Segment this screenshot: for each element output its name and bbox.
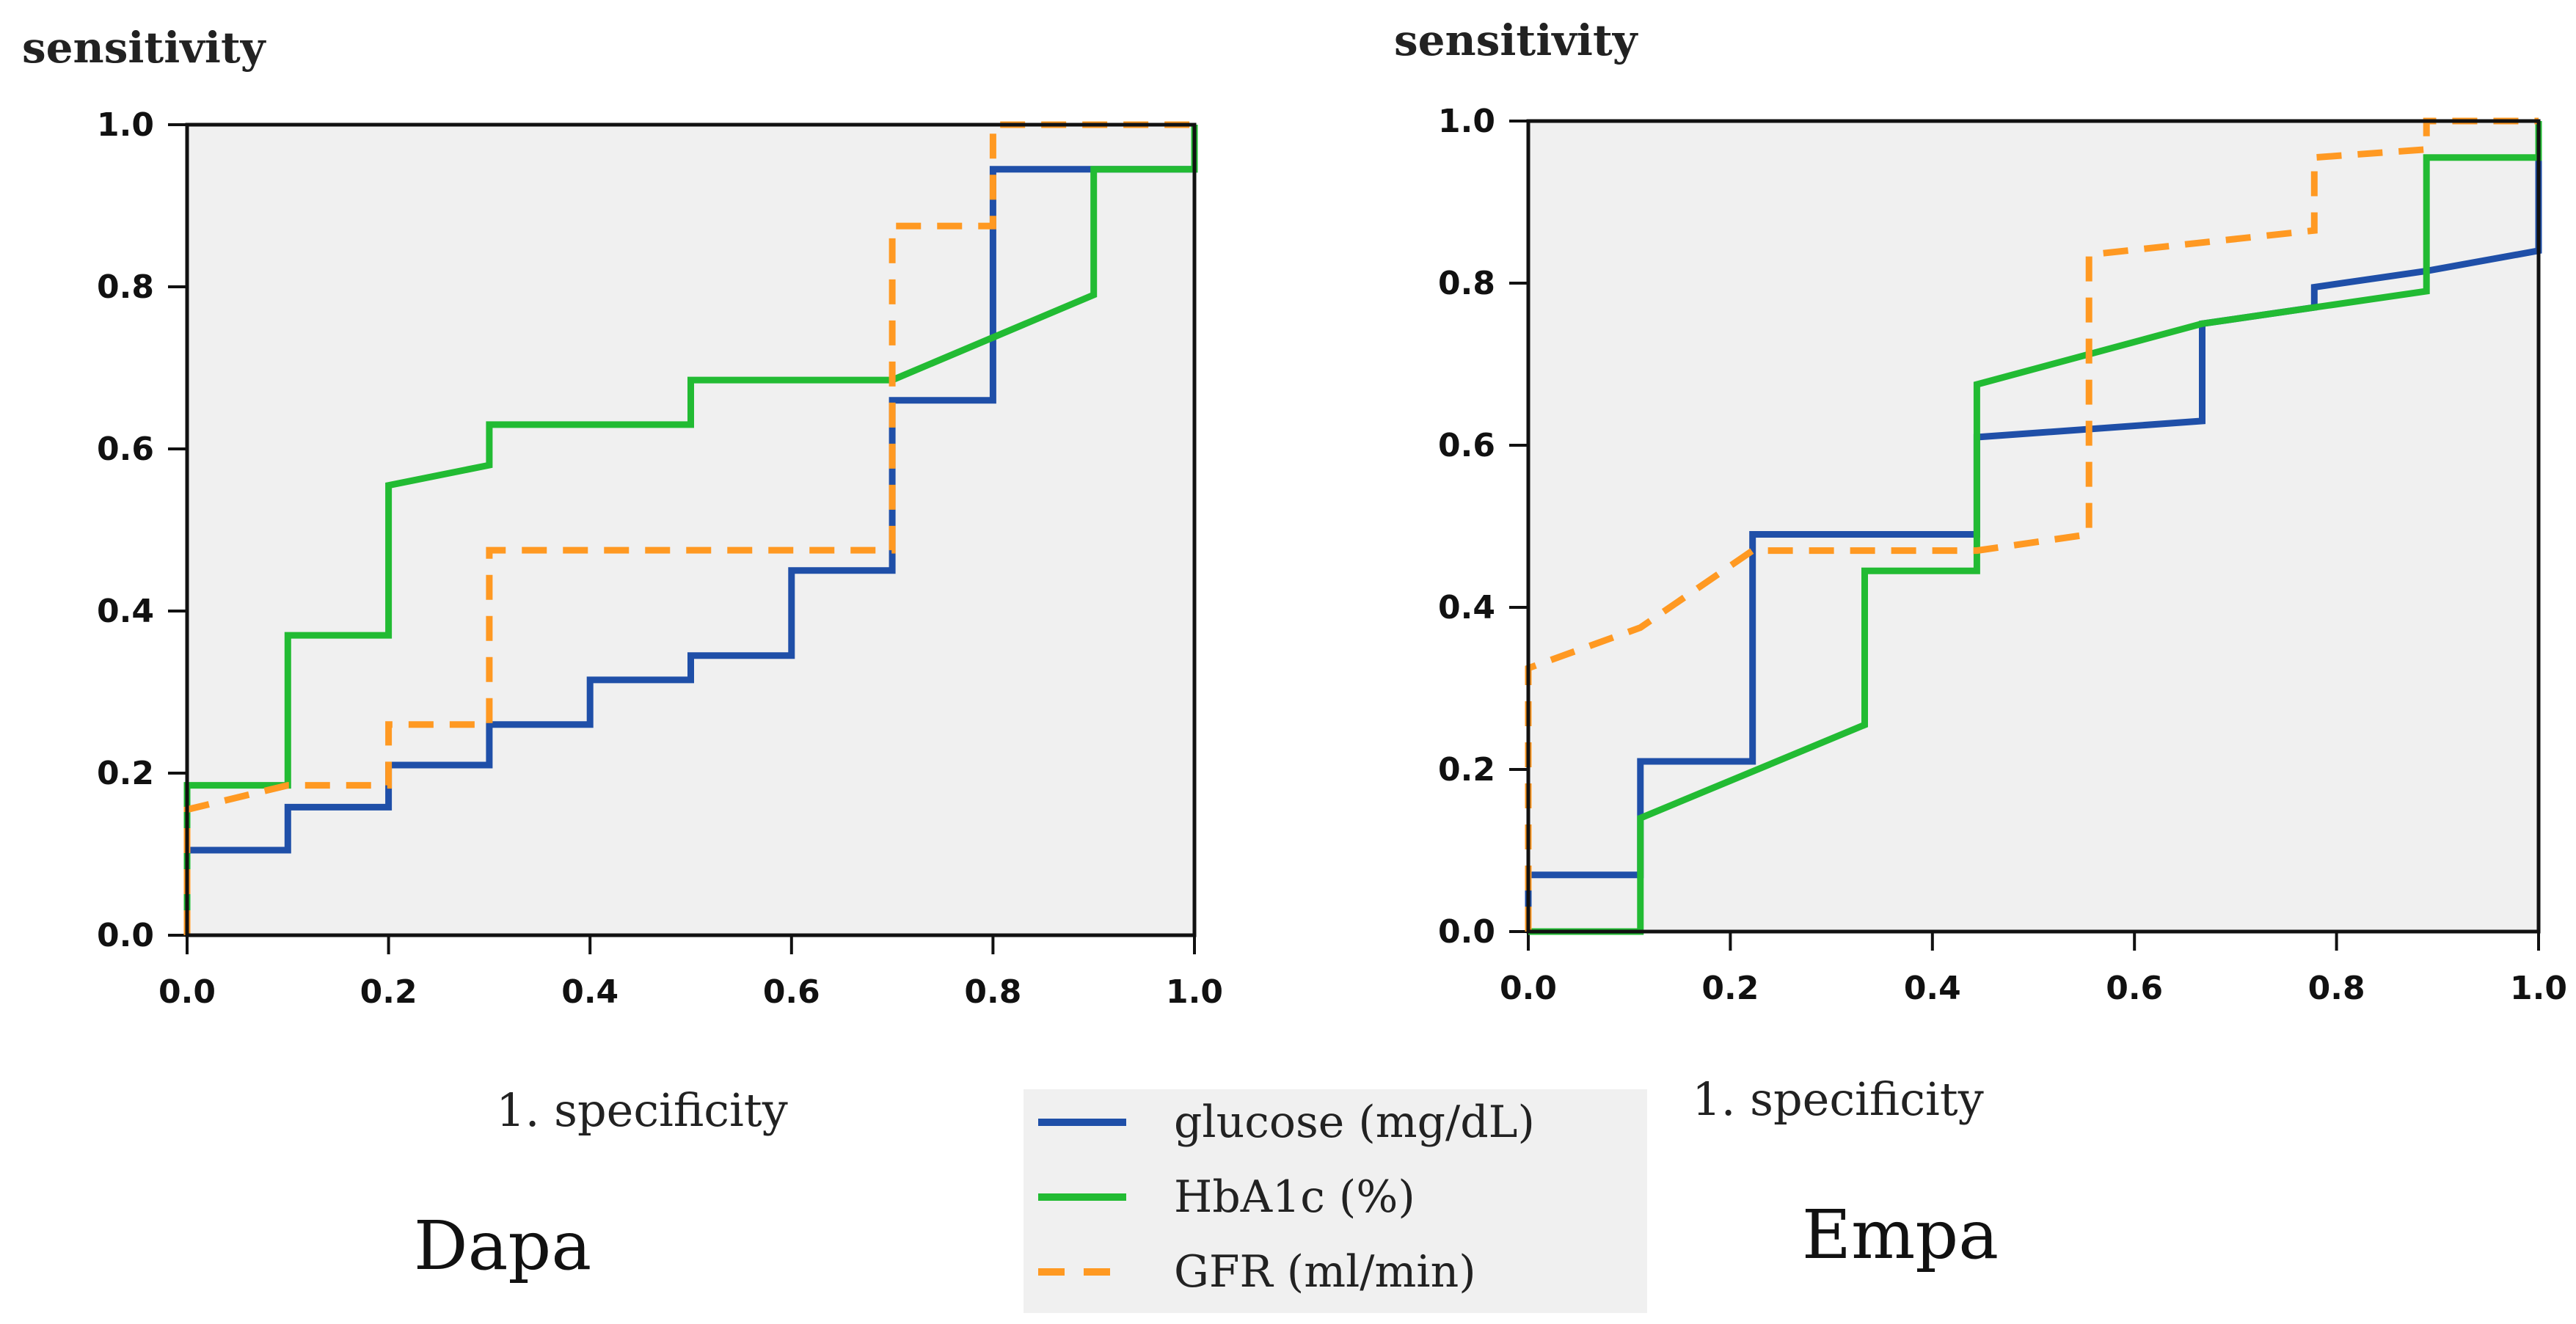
y-tick-label: 1.0 xyxy=(1438,103,1495,140)
series-line-hba1c xyxy=(1528,121,2542,935)
plot-frame xyxy=(185,122,1197,937)
panel-title: Dapa xyxy=(414,1207,591,1285)
legend-box xyxy=(1024,1089,1647,1313)
x-tick-label: 0.8 xyxy=(2308,970,2365,1007)
x-axis-label: 1. specificity xyxy=(1692,1072,1983,1126)
legend: glucose (mg/dL) HbA1c (%) GFR (ml/min) xyxy=(1024,1089,1647,1313)
x-tick-label: 1.0 xyxy=(2510,970,2567,1007)
y-axis-label: sensitivity xyxy=(1394,15,1639,65)
series-group xyxy=(183,121,1198,935)
x-tick-label: 0.4 xyxy=(1904,970,1961,1007)
series-line-glucose xyxy=(183,125,1198,935)
y-tick-label: 0.0 xyxy=(1438,913,1495,951)
series-line-gfr xyxy=(1525,117,2539,932)
x-tick-label: 0.0 xyxy=(1500,970,1557,1007)
ticks: 0.0 0.2 0.4 0.6 0.8 1.0 0.0 0.2 0.4 0.6 0.8 1.0 xyxy=(97,106,1223,1011)
y-tick-label: 0.6 xyxy=(97,431,154,468)
y-tick-label: 0.0 xyxy=(97,917,154,954)
y-tick-label: 0.8 xyxy=(1438,265,1495,302)
y-tick-label: 1.0 xyxy=(97,106,154,144)
y-tick-label: 0.2 xyxy=(1438,751,1495,789)
x-axis-label: 1. specificity xyxy=(496,1083,787,1137)
x-tick-label: 0.4 xyxy=(561,973,619,1011)
plot-area xyxy=(187,125,1194,935)
y-tick-label: 0.2 xyxy=(97,755,154,792)
plot-area xyxy=(1528,121,2539,932)
plot-frame xyxy=(1526,119,2541,934)
x-tick-label: 0.6 xyxy=(2106,970,2163,1007)
chart-panels: 0.0 0.2 0.4 0.6 0.8 1.0 0.0 0.2 0.4 0.6 0.8 1.0 sens… xyxy=(22,15,2567,1285)
panel-dapa: 0.0 0.2 0.4 0.6 0.8 1.0 0.0 0.2 0.4 0.6 0.8 1.0 sens… xyxy=(22,23,1223,1285)
ticks: 0.0 0.2 0.4 0.6 0.8 1.0 0.0 0.2 0.4 0.6 0.8 1.0 xyxy=(1438,103,2567,1007)
x-tick-label: 0.6 xyxy=(763,973,820,1011)
legend-label: glucose (mg/dL) xyxy=(1174,1097,1535,1148)
x-tick-label: 1.0 xyxy=(1166,973,1223,1011)
series-line-hba1c xyxy=(183,125,1198,935)
panel-title: Empa xyxy=(1802,1196,1999,1274)
legend-label: GFR (ml/min) xyxy=(1174,1246,1476,1298)
series-line-gfr xyxy=(183,121,1194,935)
y-tick-label: 0.4 xyxy=(97,593,154,630)
panel-empa: 0.0 0.2 0.4 0.6 0.8 1.0 0.0 0.2 0.4 0.6 0.8 1.0 sens… xyxy=(1394,15,2567,1274)
x-tick-label: 0.0 xyxy=(158,973,216,1011)
legend-label: HbA1c (%) xyxy=(1174,1171,1415,1223)
y-axis-label: sensitivity xyxy=(22,23,267,73)
x-tick-label: 0.2 xyxy=(1701,970,1759,1007)
y-tick-label: 0.6 xyxy=(1438,427,1495,464)
x-tick-label: 0.2 xyxy=(360,973,417,1011)
y-tick-label: 0.8 xyxy=(97,268,154,306)
y-tick-label: 0.4 xyxy=(1438,589,1495,626)
x-tick-label: 0.8 xyxy=(964,973,1021,1011)
series-group xyxy=(1525,117,2542,935)
